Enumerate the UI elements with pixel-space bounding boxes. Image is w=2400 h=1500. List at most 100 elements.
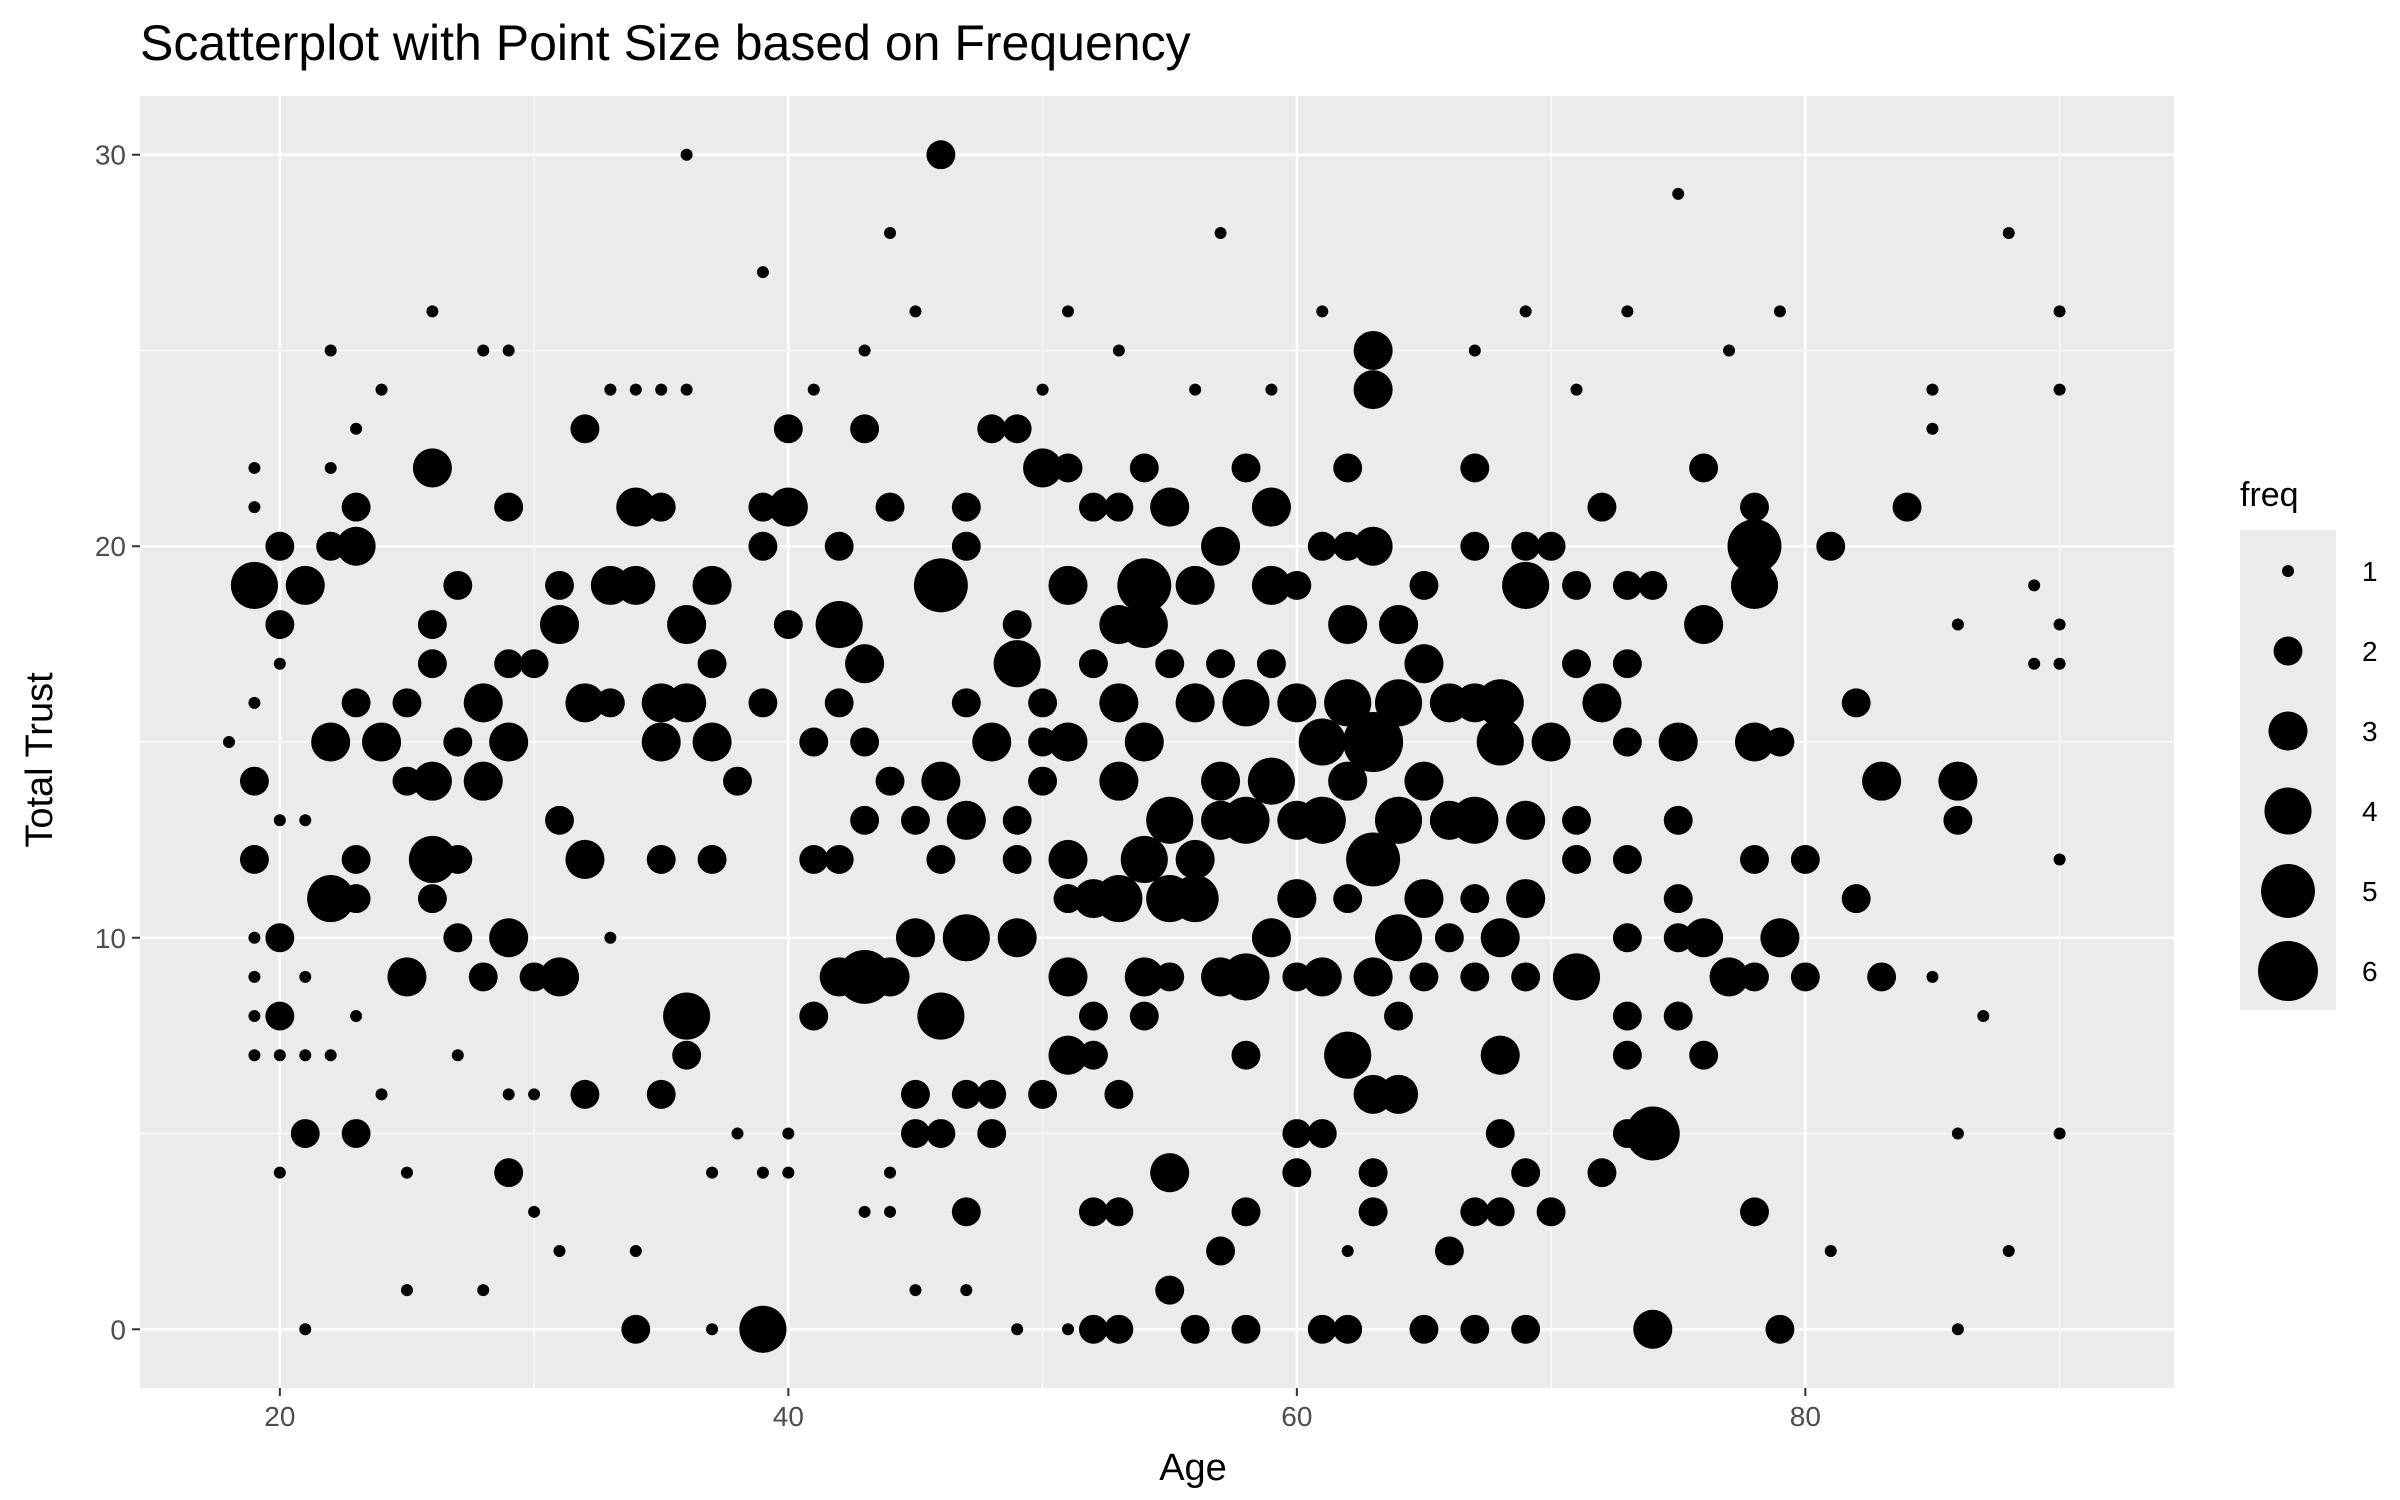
data-point [299,1323,312,1336]
data-point [697,845,727,874]
data-point [1476,718,1524,766]
data-point [1341,1244,1354,1257]
data-point [951,1079,981,1109]
data-point [1104,492,1134,522]
data-point [672,1040,702,1070]
data-point [1175,683,1215,723]
data-point [1078,1314,1108,1344]
data-point [799,845,829,874]
data-point [960,1284,973,1297]
data-point [222,736,235,748]
data-point [1562,845,1591,874]
data-point [1460,531,1490,561]
data-point [697,649,727,679]
data-point [2053,383,2066,396]
data-point [706,1166,719,1179]
data-point [1333,1314,1363,1344]
data-point [824,845,854,874]
data-point [1730,561,1779,609]
data-point [1709,957,1749,997]
data-point [1353,330,1393,371]
data-point [565,683,605,723]
data-point [1612,845,1642,874]
data-point [768,487,808,527]
data-point [2053,618,2066,631]
data-point [417,610,447,639]
data-point [1251,487,1291,527]
legend: freq 1 2 3 4 5 6 [2240,476,2378,1010]
data-point [1277,683,1317,723]
data-point [1409,1314,1439,1344]
data-point [1926,970,1939,983]
data-point [1048,839,1088,879]
data-point [799,1001,829,1031]
data-point [946,800,986,840]
data-point [1175,839,1215,879]
legend-key-label: 2 [2362,636,2378,667]
data-point [692,722,732,762]
data-point [392,688,422,718]
data-point [412,448,452,488]
data-point [1384,1001,1413,1031]
data-point [977,1119,1007,1148]
data-point [1672,187,1685,200]
data-point [1282,962,1312,992]
data-point [815,600,863,649]
data-point [265,610,295,639]
data-point [1124,957,1164,997]
data-point [248,696,261,709]
data-point [2053,853,2066,866]
data-point [477,344,490,357]
data-point [1062,305,1075,318]
data-point [248,970,261,983]
data-point [1374,914,1423,962]
data-point [850,805,880,835]
data-point [917,992,965,1040]
data-point [2053,305,2066,318]
data-point [1104,1197,1134,1227]
data-point [723,766,752,796]
data-point [1536,531,1566,561]
data-point [1816,531,1846,561]
data-point [1404,879,1444,919]
data-point [1926,422,1939,435]
data-point [850,727,880,757]
legend-key-symbol [2273,636,2303,666]
data-point [2002,227,2015,240]
data-point [1117,558,1172,613]
data-point [528,1205,541,1218]
data-point [1740,492,1769,522]
x-tick-label: 60 [1281,1401,1312,1432]
data-point [1155,962,1185,992]
data-point [1277,879,1317,919]
data-point [901,1079,930,1109]
data-point [1298,718,1346,766]
legend-key-label: 6 [2362,956,2378,987]
x-axis: 20 40 60 80 [264,1388,1821,1432]
data-point [1506,879,1546,919]
data-point [1251,565,1291,605]
data-point [1977,1010,1990,1023]
data-point [1222,679,1270,727]
data-point [909,1284,922,1297]
data-point [1511,1314,1541,1344]
data-point [901,805,930,835]
data-point [528,1088,541,1101]
data-point [417,649,447,679]
data-point [1324,1031,1372,1079]
data-point [273,814,286,827]
data-point [1519,305,1532,318]
data-point [248,1010,261,1023]
data-point [248,501,261,514]
data-point [239,766,269,796]
legend-key-symbol [2282,565,2294,577]
data-point [1587,492,1617,522]
legend-key-symbol [2261,864,2315,918]
data-point [1206,1236,1236,1266]
data-point [1078,1040,1108,1070]
data-point [1129,453,1159,483]
data-point [1570,383,1583,396]
data-point [426,305,439,318]
data-point [646,492,676,522]
data-point [400,1284,413,1297]
